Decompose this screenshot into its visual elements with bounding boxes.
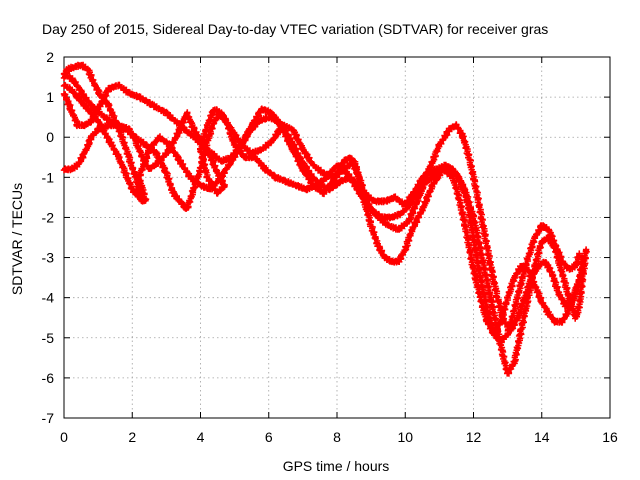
- grid: [64, 57, 610, 418]
- x-tick-label: 16: [602, 429, 618, 445]
- x-axis-label: GPS time / hours: [283, 458, 390, 474]
- y-tick-label: -5: [42, 330, 55, 346]
- y-tick-label: -7: [42, 410, 55, 426]
- y-tick-label: -4: [42, 290, 55, 306]
- chart-title: Day 250 of 2015, Sidereal Day-to-day VTE…: [42, 21, 548, 37]
- x-tick-label: 10: [397, 429, 413, 445]
- x-tick-label: 8: [333, 429, 341, 445]
- y-tick-label: 1: [46, 89, 54, 105]
- x-tick-label: 12: [466, 429, 482, 445]
- y-tick-label: -1: [42, 169, 55, 185]
- y-tick-label: -2: [42, 209, 55, 225]
- y-tick-label: 0: [46, 129, 54, 145]
- y-tick-label: -3: [42, 250, 55, 266]
- series-markers: [60, 81, 586, 337]
- x-tick-label: 4: [197, 429, 205, 445]
- series-track-5: [60, 81, 586, 337]
- x-tick-label: 0: [60, 429, 68, 445]
- x-tick-label: 6: [265, 429, 273, 445]
- series-layer: [60, 61, 590, 377]
- x-tick-label: 14: [534, 429, 550, 445]
- y-axis-label: SDTVAR / TECUs: [9, 183, 25, 295]
- y-tick-label: 2: [46, 49, 54, 65]
- y-tick-label: -6: [42, 370, 55, 386]
- x-tick-label: 2: [128, 429, 136, 445]
